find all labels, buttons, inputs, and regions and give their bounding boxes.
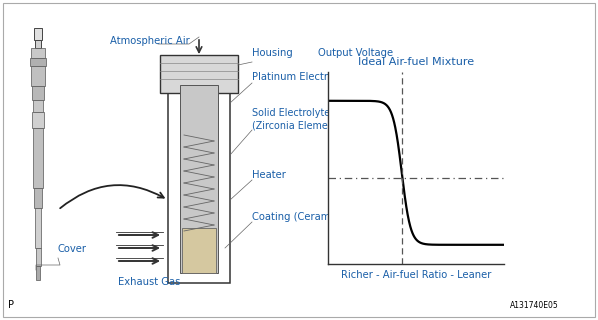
Bar [36,266,40,280]
Bar [35,40,41,48]
X-axis label: Richer - Air-fuel Ratio - Leaner: Richer - Air-fuel Ratio - Leaner [341,269,491,280]
Bar [30,58,46,66]
Bar [160,55,238,93]
Bar [168,85,230,283]
Text: Atmospheric Air: Atmospheric Air [110,36,190,46]
Bar [35,208,41,248]
Bar [31,48,45,58]
Text: Coating (Ceramic): Coating (Ceramic) [252,212,343,222]
Text: Housing: Housing [252,48,293,58]
Bar [33,100,43,112]
Bar [34,28,42,40]
Bar [182,228,216,273]
Text: Heater: Heater [252,170,286,180]
Bar [180,85,218,273]
Title: Ideal Air-fuel Mixture: Ideal Air-fuel Mixture [358,57,474,67]
Bar [34,188,42,208]
Text: Output Voltage: Output Voltage [318,48,393,58]
Text: Platinum Electrode: Platinum Electrode [252,72,346,82]
Bar [31,66,45,86]
Text: A131740E05: A131740E05 [510,301,559,310]
Bar [33,128,43,188]
Bar [36,248,41,266]
Text: Solid Electrolyte
(Zirconia Element): Solid Electrolyte (Zirconia Element) [252,108,341,130]
Bar [32,112,44,128]
Text: P: P [8,300,14,310]
Text: Exhaust Gas: Exhaust Gas [118,277,181,287]
Text: Cover: Cover [58,244,87,254]
Bar [32,86,44,100]
